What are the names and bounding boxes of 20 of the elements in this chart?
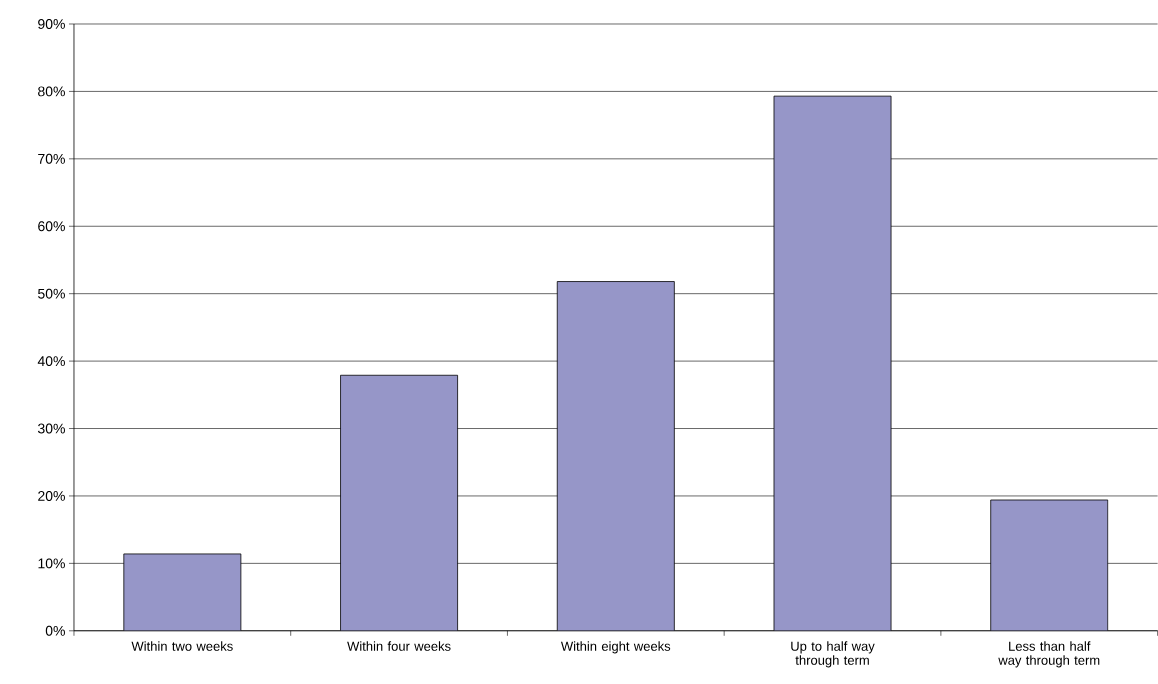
bar bbox=[123, 554, 241, 631]
bar bbox=[557, 281, 675, 631]
bar bbox=[773, 96, 892, 631]
x-tick-label: Within eight weeks bbox=[560, 641, 671, 654]
bar bbox=[340, 375, 458, 631]
y-tick-label: 20% bbox=[38, 491, 65, 502]
bar bbox=[990, 499, 1109, 631]
y-tick-label: 80% bbox=[38, 86, 65, 97]
y-tick-label: 90% bbox=[38, 19, 65, 30]
y-tick-label: 30% bbox=[37, 423, 65, 434]
y-tick-label: 70% bbox=[38, 153, 65, 164]
y-tick-label: 60% bbox=[38, 221, 65, 232]
y-tick-label: 10% bbox=[38, 558, 65, 569]
y-tick-label: 40% bbox=[37, 356, 65, 367]
y-tick-label: 50% bbox=[38, 288, 65, 299]
y-tick-label: 0% bbox=[45, 625, 65, 636]
x-tick-label: Less than half way through term bbox=[998, 641, 1100, 668]
x-tick-label: Within four weeks bbox=[347, 641, 451, 651]
x-tick-label: Within two weeks bbox=[131, 641, 233, 651]
x-tick-label: Up to half way through term bbox=[791, 641, 875, 668]
